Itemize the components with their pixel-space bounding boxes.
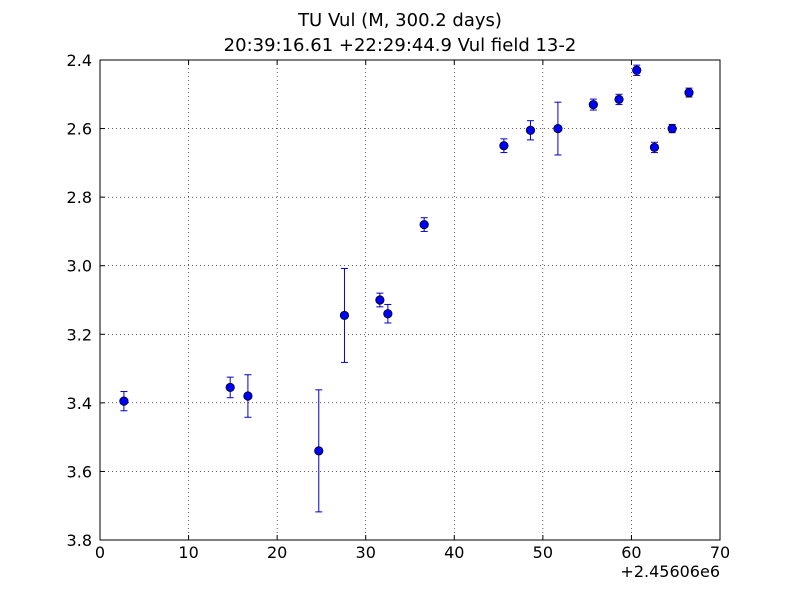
data-point [588, 99, 598, 110]
data-point [632, 65, 642, 75]
grid [100, 60, 720, 540]
tick-labels: 0 10 20 30 40 50 60 70 2.4 2.6 2.8 3.0 3.2 3.4 3.6 3.8 [67, 51, 731, 562]
x-tick-label: 10 [178, 543, 198, 562]
data-marks [119, 64, 694, 513]
y-tick-label: 2.4 [67, 51, 92, 70]
data-point [225, 382, 235, 393]
x-tick-label: 60 [621, 543, 641, 562]
data-point [684, 87, 694, 98]
data-point [525, 125, 536, 135]
y-tick-label: 3.6 [67, 462, 92, 481]
data-point [314, 446, 324, 456]
axes-frame [99, 59, 721, 541]
data-point [243, 391, 253, 401]
data-point [419, 219, 429, 230]
data-point [553, 123, 563, 134]
x-tick-label: 70 [710, 543, 730, 562]
x-tick-label: 20 [267, 543, 287, 562]
y-tick-label: 2.6 [67, 120, 92, 139]
y-tick-label: 3.0 [67, 257, 92, 276]
data-point [119, 396, 129, 406]
y-tick-label: 3.8 [67, 531, 92, 550]
data-point [383, 309, 393, 319]
data-point [649, 142, 660, 153]
x-tick-label: 30 [356, 543, 376, 562]
x-offset-label: +2.45606e6 [620, 562, 720, 581]
y-tick-label: 3.4 [67, 394, 92, 413]
y-tick-label: 2.8 [67, 188, 92, 207]
data-point [614, 94, 624, 105]
x-tick-label: 40 [444, 543, 464, 562]
x-tick-label: 50 [533, 543, 553, 562]
chart-subtitle: 20:39:16.61 +22:29:44.9 Vul field 13-2 [223, 35, 577, 56]
data-point [667, 123, 677, 134]
y-tick-label: 3.2 [67, 325, 92, 344]
data-point [375, 295, 385, 305]
x-tick-label: 0 [95, 543, 105, 562]
chart-title: TU Vul (M, 300.2 days) [298, 10, 502, 31]
data-point [499, 141, 509, 151]
ticks [99, 59, 721, 541]
data-point [339, 310, 350, 321]
